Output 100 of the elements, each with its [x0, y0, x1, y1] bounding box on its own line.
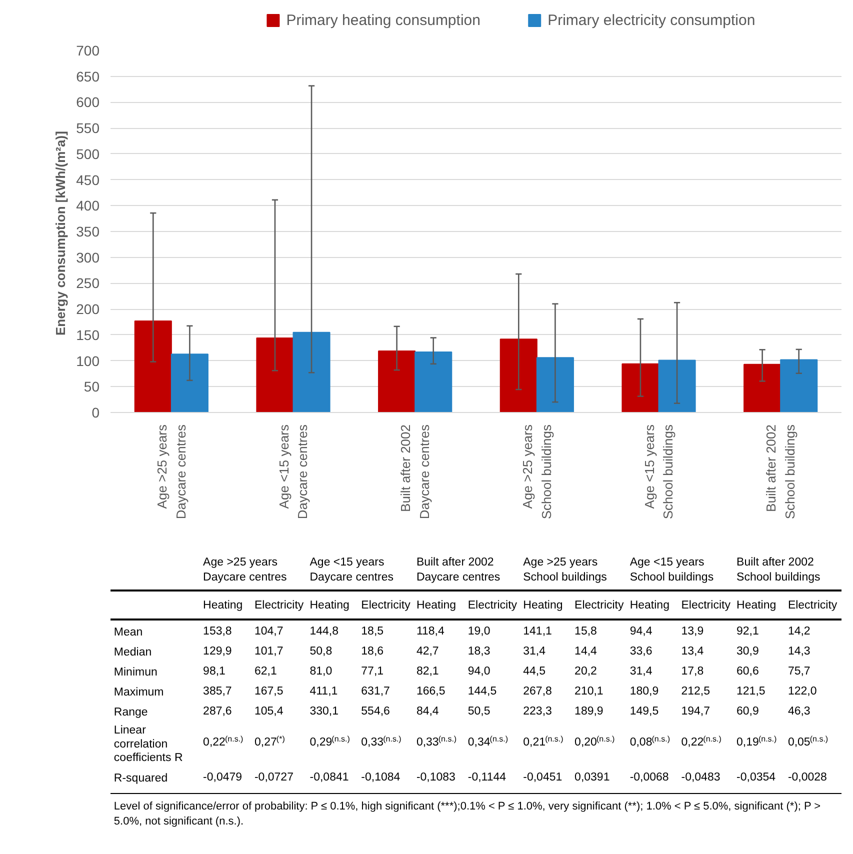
text: 554,6 [361, 706, 390, 718]
text: Electricity [788, 600, 838, 612]
bar [658, 360, 696, 412]
text: 153,8 [203, 626, 232, 638]
text: 385,7 [203, 686, 232, 698]
text: 98,1 [203, 666, 226, 678]
text: 0,0391 [574, 772, 610, 784]
text: 92,1 [736, 626, 759, 638]
text: -0,0727 [254, 772, 294, 784]
text: 14,3 [788, 646, 810, 658]
text: 81,0 [310, 666, 332, 678]
bar [622, 363, 660, 412]
bar [414, 351, 452, 412]
text: Electricity [361, 600, 411, 612]
text: 50,5 [468, 706, 490, 718]
text: 167,5 [254, 686, 284, 698]
text: 144,8 [310, 626, 339, 638]
text: Minimun [114, 666, 158, 678]
y-tick-label: 700 [76, 42, 100, 58]
text: Built after 2002 School buildings [736, 556, 821, 584]
text: 330,1 [310, 706, 339, 718]
text: 82,1 [416, 666, 439, 678]
text: 19,0 [468, 626, 490, 638]
text: 118,4 [416, 626, 445, 638]
text: 194,7 [681, 706, 710, 718]
text: 20,2 [574, 666, 597, 678]
text: 122,0 [788, 686, 817, 698]
x-tick-label: Age <15 years School buildings [642, 424, 676, 520]
y-tick-label: 350 [76, 224, 100, 240]
text: 18,5 [361, 626, 384, 638]
text: Level of significance/error of probability: P ≤ 0.1%, high significant (***);0.1% < P ≤ 1.0%, very significant (**); 1.0% < P ≤ 5.0%, significant (*); P > 5.0%, not significant (n.s.). [114, 800, 821, 828]
text: 144,5 [468, 686, 497, 698]
text: 31,4 [630, 666, 653, 678]
text: 94,4 [630, 626, 653, 638]
text: 287,6 [203, 706, 232, 718]
text: 267,8 [523, 686, 552, 698]
y-tick-label: 150 [76, 326, 100, 343]
text: 31,4 [523, 646, 546, 658]
text: 189,9 [574, 706, 604, 718]
text: 94,0 [468, 666, 490, 678]
text: 105,4 [254, 706, 284, 718]
text: 77,1 [361, 666, 384, 678]
text: -0,0479 [203, 772, 242, 784]
text: Heating [416, 600, 456, 612]
bar [536, 357, 574, 412]
text: 631,7 [361, 686, 390, 698]
text: Maximum [114, 686, 164, 698]
text: Heating [630, 600, 670, 612]
x-tick-label: Built after 2002 School buildings [764, 424, 798, 520]
text: 210,1 [574, 686, 604, 698]
text: 46,3 [788, 706, 810, 718]
text: 14,4 [574, 646, 598, 658]
text: 0,27(*) [254, 734, 286, 748]
text: 62,1 [254, 666, 277, 678]
text: Median [114, 646, 152, 658]
y-tick-label: 250 [76, 275, 100, 292]
text: Age >25 years Daycare centres [203, 556, 288, 584]
text: -0,0483 [681, 772, 720, 784]
legend-label: Primary electricity consumption [548, 12, 756, 29]
text: 149,5 [630, 706, 659, 718]
text: Heating [203, 600, 243, 612]
text: 17,8 [681, 666, 704, 678]
text: 84,4 [416, 706, 440, 718]
x-tick-label: Age >25 years Daycare centres [154, 424, 188, 520]
y-tick-label: 100 [76, 352, 100, 369]
y-tick-label: 650 [76, 68, 100, 84]
text: Electricity [681, 600, 731, 612]
text: 18,6 [361, 646, 384, 658]
text: 75,7 [788, 666, 810, 678]
text: -0,0354 [736, 772, 776, 784]
y-tick-label: 200 [76, 301, 100, 318]
text: -0,0841 [310, 772, 349, 784]
y-tick-label: 50 [84, 378, 100, 395]
bar [500, 338, 538, 412]
bar [744, 364, 782, 412]
text: 60,9 [736, 706, 759, 718]
bar [780, 359, 818, 412]
text: 13,4 [681, 646, 704, 658]
text: 212,5 [681, 686, 710, 698]
text: Age <15 years Daycare centres [310, 556, 394, 584]
y-tick-label: 550 [76, 120, 100, 136]
text: 411,1 [310, 686, 338, 698]
legend-label: Primary heating consumption [286, 12, 480, 29]
text: 166,5 [416, 686, 446, 698]
text: Range [114, 706, 148, 718]
text: Electricity [468, 600, 518, 612]
text: 15,8 [574, 626, 597, 638]
text: 14,2 [788, 626, 810, 638]
text: Linear correlation coefficients R [114, 724, 183, 764]
text: 129,9 [203, 646, 232, 658]
y-axis-title: Energy consumption [kWh/(m²a)] [53, 131, 68, 336]
text: Age <15 years School buildings [630, 556, 714, 584]
text: 104,7 [254, 626, 284, 638]
text: 30,9 [736, 646, 759, 658]
y-tick-label: 500 [76, 146, 100, 162]
text: 121,5 [736, 686, 766, 698]
text: 60,6 [736, 666, 759, 678]
text: 180,9 [630, 686, 659, 698]
text: Electricity [574, 600, 624, 612]
text: Built after 2002 Daycare centres [416, 556, 500, 584]
